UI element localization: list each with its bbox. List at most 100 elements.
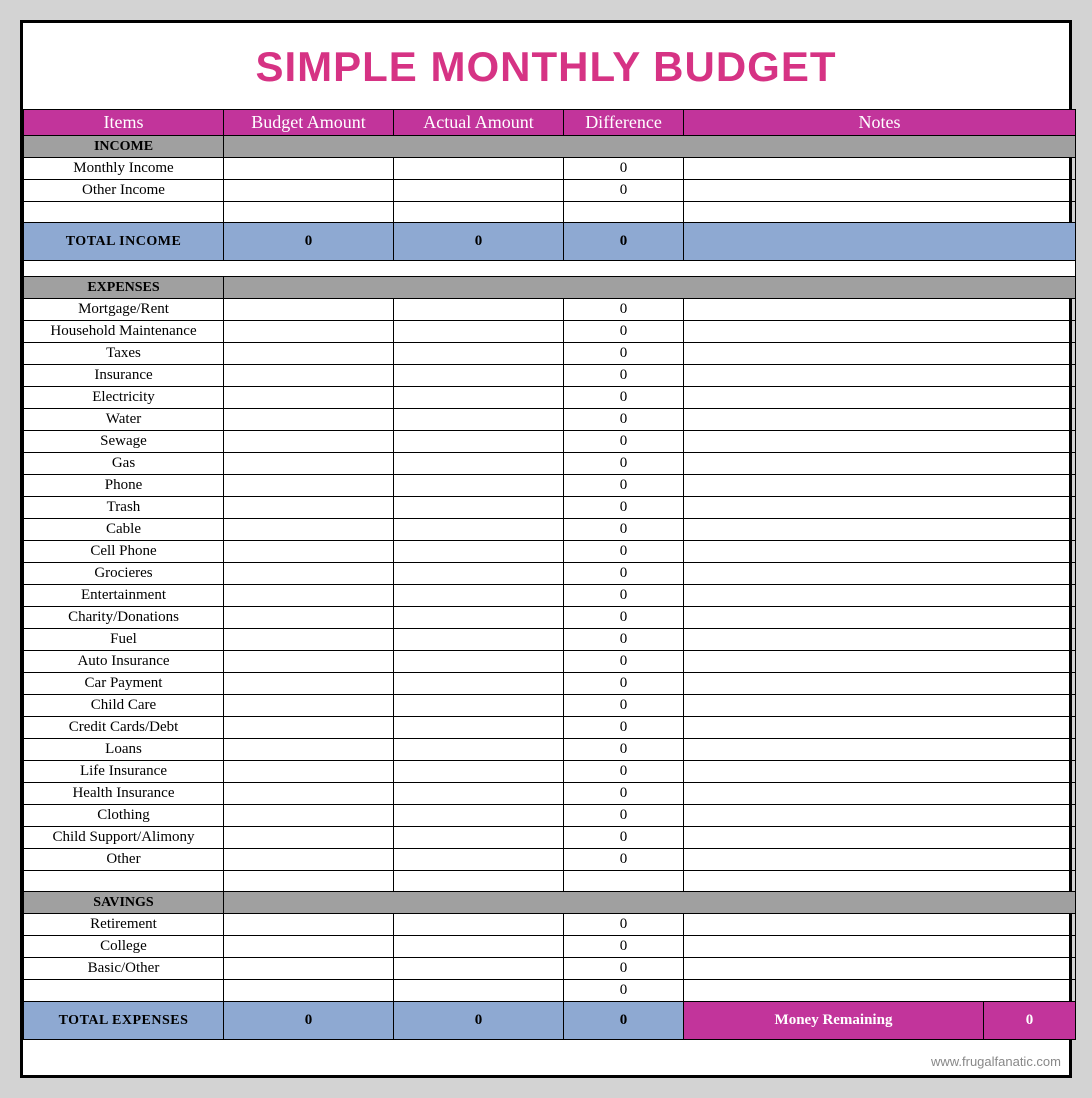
budget-cell[interactable]	[224, 761, 394, 783]
budget-cell[interactable]	[224, 914, 394, 936]
budget-cell[interactable]	[224, 343, 394, 365]
budget-cell[interactable]	[224, 980, 394, 1002]
item-cell[interactable]: Gas	[24, 453, 224, 475]
notes-cell[interactable]	[684, 409, 1076, 431]
item-cell[interactable]: Other	[24, 849, 224, 871]
actual-cell[interactable]	[394, 695, 564, 717]
budget-cell[interactable]	[224, 563, 394, 585]
notes-cell[interactable]	[684, 651, 1076, 673]
notes-cell[interactable]	[684, 431, 1076, 453]
actual-cell[interactable]	[394, 158, 564, 180]
actual-cell[interactable]	[394, 761, 564, 783]
budget-cell[interactable]	[224, 783, 394, 805]
notes-cell[interactable]	[684, 629, 1076, 651]
budget-cell[interactable]	[224, 717, 394, 739]
actual-cell[interactable]	[394, 629, 564, 651]
budget-cell[interactable]	[224, 958, 394, 980]
budget-cell[interactable]	[224, 202, 394, 223]
actual-cell[interactable]	[394, 343, 564, 365]
notes-cell[interactable]	[684, 321, 1076, 343]
actual-cell[interactable]	[394, 585, 564, 607]
notes-cell[interactable]	[684, 914, 1076, 936]
actual-cell[interactable]	[394, 180, 564, 202]
notes-cell[interactable]	[684, 805, 1076, 827]
item-cell[interactable]: College	[24, 936, 224, 958]
item-cell[interactable]: Credit Cards/Debt	[24, 717, 224, 739]
budget-cell[interactable]	[224, 585, 394, 607]
actual-cell[interactable]	[394, 497, 564, 519]
item-cell[interactable]: Phone	[24, 475, 224, 497]
item-cell[interactable]: Trash	[24, 497, 224, 519]
budget-cell[interactable]	[224, 475, 394, 497]
item-cell[interactable]: Car Payment	[24, 673, 224, 695]
budget-cell[interactable]	[224, 607, 394, 629]
budget-cell[interactable]	[224, 299, 394, 321]
notes-cell[interactable]	[684, 563, 1076, 585]
actual-cell[interactable]	[394, 607, 564, 629]
item-cell[interactable]: Sewage	[24, 431, 224, 453]
item-cell[interactable]: Electricity	[24, 387, 224, 409]
budget-cell[interactable]	[224, 739, 394, 761]
notes-cell[interactable]	[684, 695, 1076, 717]
actual-cell[interactable]	[394, 805, 564, 827]
budget-cell[interactable]	[224, 158, 394, 180]
notes-cell[interactable]	[684, 607, 1076, 629]
actual-cell[interactable]	[394, 202, 564, 223]
notes-cell[interactable]	[684, 299, 1076, 321]
notes-cell[interactable]	[684, 180, 1076, 202]
budget-cell[interactable]	[224, 321, 394, 343]
budget-cell[interactable]	[224, 541, 394, 563]
notes-cell[interactable]	[684, 717, 1076, 739]
item-cell[interactable]: Cable	[24, 519, 224, 541]
budget-cell[interactable]	[224, 629, 394, 651]
notes-cell[interactable]	[684, 453, 1076, 475]
item-cell[interactable]: Mortgage/Rent	[24, 299, 224, 321]
item-cell[interactable]: Loans	[24, 739, 224, 761]
item-cell[interactable]: Retirement	[24, 914, 224, 936]
item-cell[interactable]: Child Care	[24, 695, 224, 717]
item-cell[interactable]	[24, 871, 224, 892]
actual-cell[interactable]	[394, 914, 564, 936]
item-cell[interactable]: Entertainment	[24, 585, 224, 607]
notes-cell[interactable]	[684, 497, 1076, 519]
actual-cell[interactable]	[394, 387, 564, 409]
notes-cell[interactable]	[684, 343, 1076, 365]
notes-cell[interactable]	[684, 158, 1076, 180]
notes-cell[interactable]	[684, 827, 1076, 849]
notes-cell[interactable]	[684, 936, 1076, 958]
item-cell[interactable]: Insurance	[24, 365, 224, 387]
budget-cell[interactable]	[224, 805, 394, 827]
actual-cell[interactable]	[394, 365, 564, 387]
budget-cell[interactable]	[224, 453, 394, 475]
budget-cell[interactable]	[224, 849, 394, 871]
notes-cell[interactable]	[684, 871, 1076, 892]
actual-cell[interactable]	[394, 958, 564, 980]
budget-cell[interactable]	[224, 387, 394, 409]
actual-cell[interactable]	[394, 651, 564, 673]
item-cell[interactable]: Child Support/Alimony	[24, 827, 224, 849]
notes-cell[interactable]	[684, 980, 1076, 1002]
actual-cell[interactable]	[394, 409, 564, 431]
actual-cell[interactable]	[394, 321, 564, 343]
actual-cell[interactable]	[394, 980, 564, 1002]
actual-cell[interactable]	[394, 563, 564, 585]
notes-cell[interactable]	[684, 761, 1076, 783]
notes-cell[interactable]	[684, 541, 1076, 563]
budget-cell[interactable]	[224, 180, 394, 202]
item-cell[interactable]	[24, 202, 224, 223]
actual-cell[interactable]	[394, 827, 564, 849]
actual-cell[interactable]	[394, 673, 564, 695]
actual-cell[interactable]	[394, 936, 564, 958]
budget-cell[interactable]	[224, 827, 394, 849]
notes-cell[interactable]	[684, 365, 1076, 387]
budget-cell[interactable]	[224, 871, 394, 892]
actual-cell[interactable]	[394, 453, 564, 475]
budget-cell[interactable]	[224, 409, 394, 431]
item-cell[interactable]: Charity/Donations	[24, 607, 224, 629]
item-cell[interactable]: Household Maintenance	[24, 321, 224, 343]
item-cell[interactable]: Basic/Other	[24, 958, 224, 980]
notes-cell[interactable]	[684, 202, 1076, 223]
actual-cell[interactable]	[394, 519, 564, 541]
notes-cell[interactable]	[684, 958, 1076, 980]
notes-cell[interactable]	[684, 519, 1076, 541]
